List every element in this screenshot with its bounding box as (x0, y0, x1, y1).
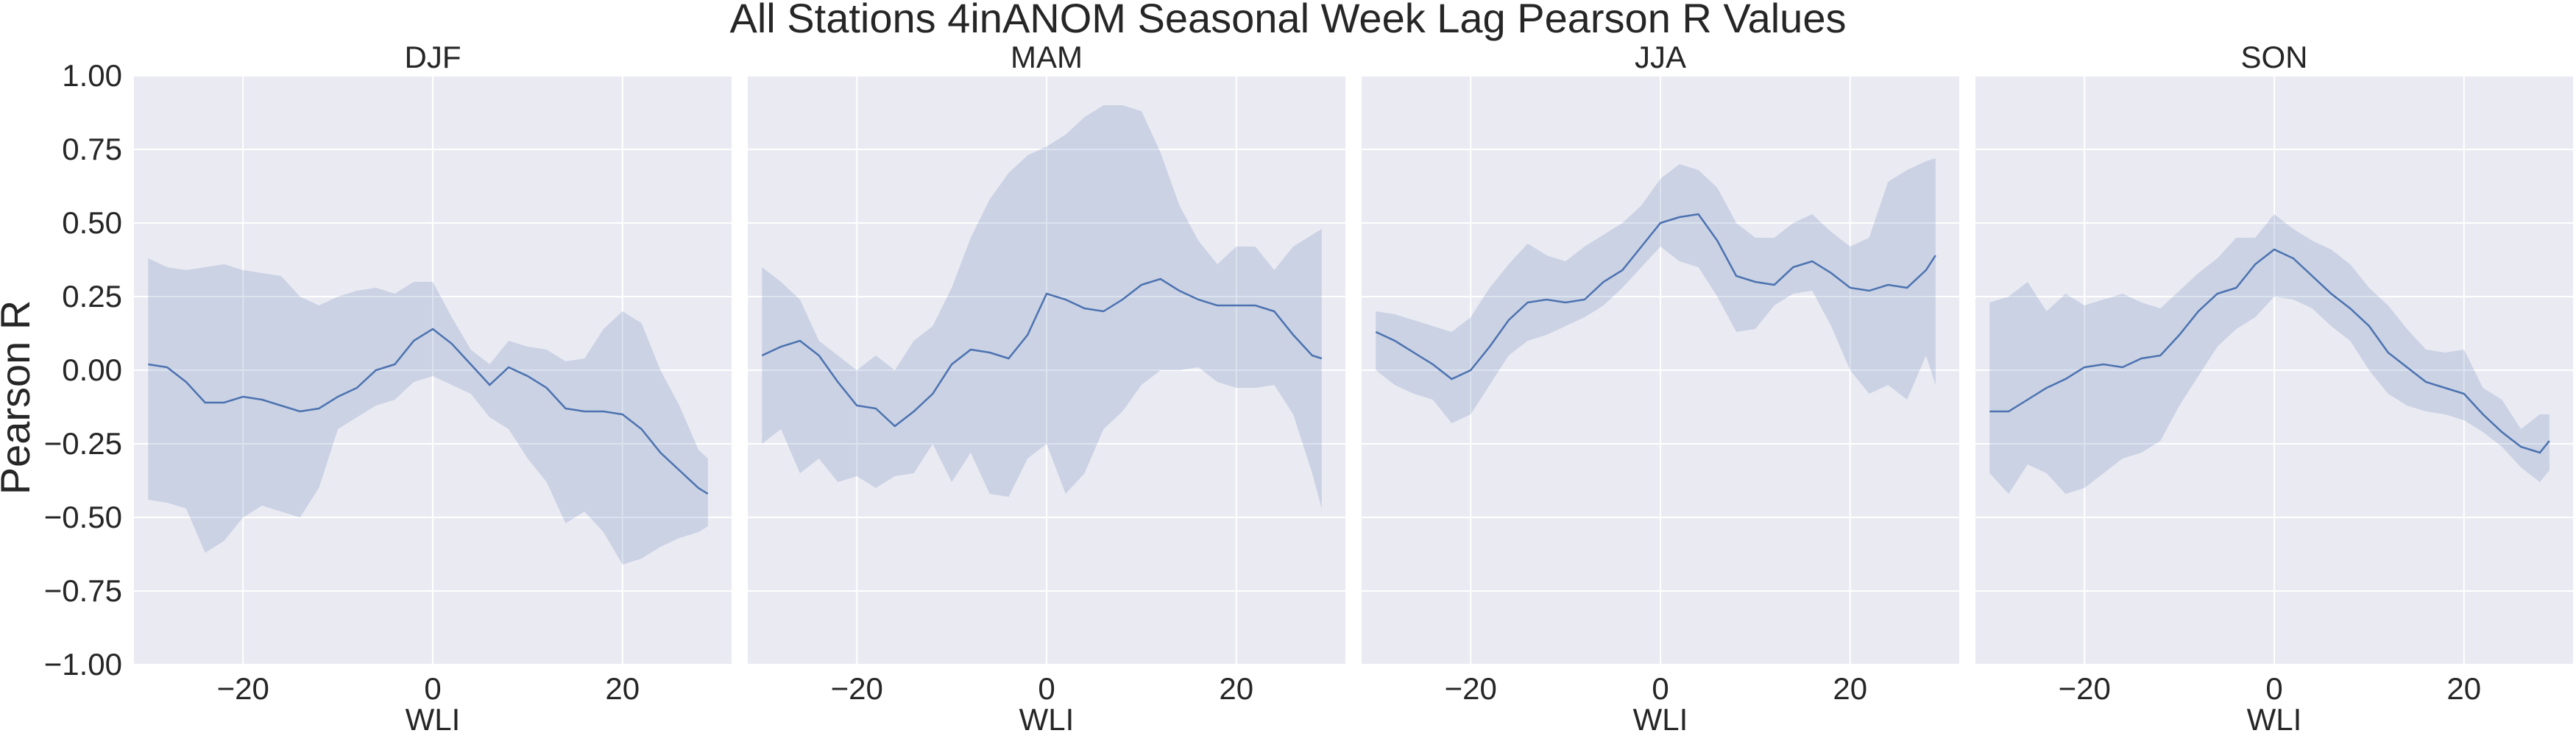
confidence-band (1376, 158, 1936, 423)
confidence-band (762, 105, 1322, 509)
y-tick-label: 0.75 (62, 132, 122, 166)
series-line (148, 328, 709, 495)
figure-title: All Stations 4inANOM Seasonal Week Lag P… (730, 0, 1847, 41)
panel-title: DJF (405, 40, 461, 74)
x-tick-label: 20 (2446, 671, 2481, 706)
panel-title: MAM (1011, 40, 1083, 74)
x-tick-label: 0 (1652, 671, 1669, 706)
y-tick-label: −0.25 (44, 426, 122, 461)
x-tick-label: −20 (2059, 671, 2111, 706)
panel-son: SON −20 0 20 WLI (1975, 40, 2573, 736)
x-tick-label: −20 (831, 671, 883, 706)
x-axis-label: WLI (2247, 702, 2302, 736)
series-line (1989, 248, 2550, 454)
panel-jja: JJA −20 0 20 WLI (1362, 40, 1959, 736)
x-axis-label: WLI (406, 702, 461, 736)
y-tick-label: −0.50 (44, 500, 122, 534)
confidence-band (148, 258, 708, 565)
series-line (761, 277, 1323, 428)
x-tick-label: 0 (424, 671, 441, 706)
x-axis-label: WLI (1633, 702, 1688, 736)
panel-title: JJA (1635, 40, 1686, 74)
y-tick-label: 1.00 (62, 58, 122, 93)
y-tick-label: 0.00 (62, 353, 122, 387)
y-tick-label: −0.75 (44, 573, 122, 608)
chart-panels: DJF −20 0 20 WLI −1.00 −0.75 −0.50 −0.25 0.00 0.25… (44, 40, 2573, 736)
confidence-band (1989, 214, 2550, 494)
x-tick-label: −20 (1445, 671, 1497, 706)
y-tick-label: 0.50 (62, 205, 122, 240)
x-tick-label: 20 (605, 671, 640, 706)
x-tick-label: −20 (217, 671, 269, 706)
panel-title: SON (2240, 40, 2307, 74)
x-tick-label: 0 (2265, 671, 2282, 706)
x-tick-label: 20 (1833, 671, 1867, 706)
x-tick-label: 20 (1219, 671, 1253, 706)
y-tick-label: 0.25 (62, 279, 122, 314)
y-tick-label: −1.00 (44, 647, 122, 682)
y-axis-label: Pearson R (0, 300, 38, 495)
series-line (1375, 213, 1936, 381)
panel-djf: DJF −20 0 20 WLI −1.00 −0.75 −0.50 −0.25 0.00 0.25… (44, 40, 732, 736)
panel-mam: MAM −20 0 20 WLI (748, 40, 1345, 736)
x-axis-label: WLI (1019, 702, 1075, 736)
x-tick-label: 0 (1038, 671, 1055, 706)
